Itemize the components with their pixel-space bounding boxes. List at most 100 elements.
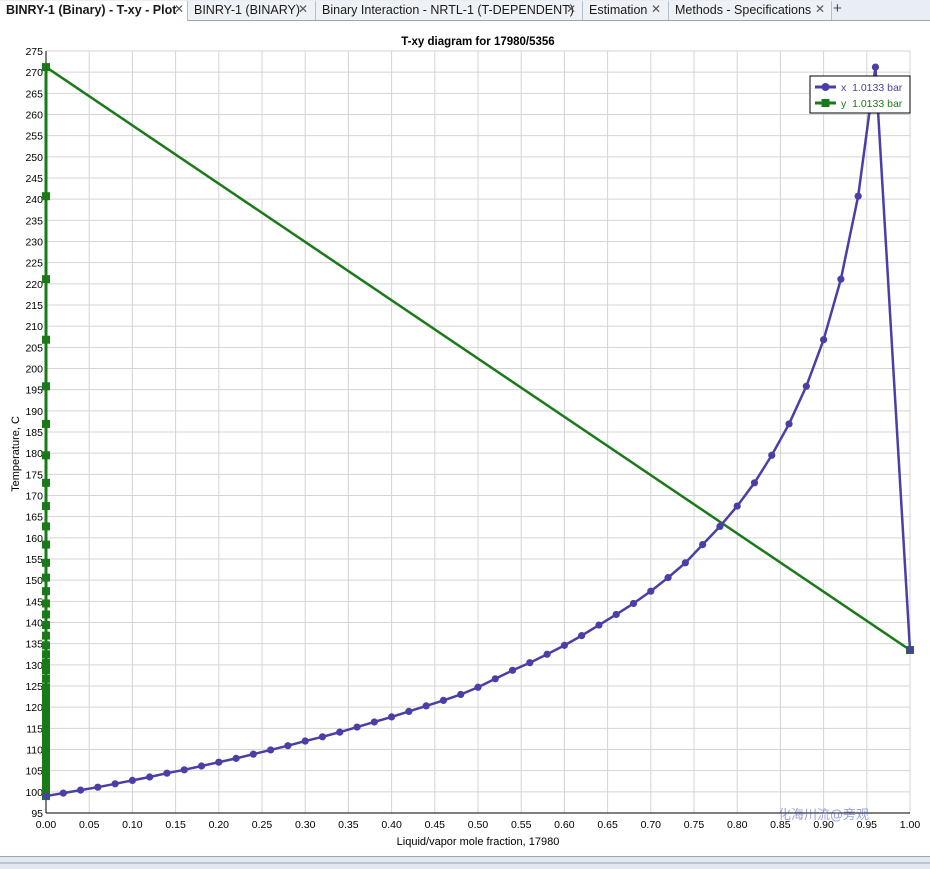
close-icon[interactable]: ✕ [815,2,826,16]
y-tick-label: 105 [25,766,43,778]
x-tick-label: 0.40 [381,819,402,831]
close-icon[interactable]: ✕ [566,2,577,16]
series-y-marker [42,741,50,750]
plus-icon[interactable]: + [833,0,842,17]
chart-legend: x 1.0133 bar y 1.0133 bar [809,75,911,114]
series-x-marker [820,336,828,344]
tab-binary[interactable]: BINRY-1 (BINARY) ✕ [188,1,316,20]
series-x-marker [128,776,136,785]
series-y-marker [42,621,50,630]
series-x-marker [76,786,85,794]
series-x-marker [457,690,465,699]
y-tick-label: 180 [25,448,43,460]
x-tick-label: 0.45 [425,819,446,831]
y-tick-label: 230 [25,237,43,249]
series-x-marker [612,610,620,619]
y-tick-label: 210 [25,321,43,333]
series-y-marker [42,717,50,726]
series-y-marker [42,522,50,531]
series-x-marker [664,574,672,582]
y-tick-label: 95 [31,808,43,820]
series-y-marker [42,275,50,284]
x-tick-label: 0.90 [813,819,834,831]
series-y-marker [42,754,50,763]
y-tick-label: 115 [26,723,43,735]
x-tick-label: 0.25 [252,819,273,831]
series-x-marker [249,750,257,758]
series-markers [42,63,914,801]
series-y-marker [42,745,50,754]
series-x-marker [491,675,499,683]
series-y-marker [42,63,50,72]
series-y-marker [42,451,50,460]
series-x-marker [733,502,741,510]
series-x-marker [474,683,482,691]
y-tick-label: 155 [25,554,43,566]
tab-label: Methods - Specifications [675,3,812,17]
x-tick-label: 0.30 [295,819,316,831]
y-tick-label: 220 [25,279,43,291]
series-y-marker [42,728,50,737]
y-tick-label: 200 [25,364,43,376]
x-tick-label: 0.85 [770,819,791,831]
series-y-marker [42,696,50,705]
series-y-marker [42,666,50,675]
y-tick-label: 125 [25,681,43,693]
series-y-marker [42,587,50,596]
x-tick-label: 0.60 [554,819,575,831]
y-tick-label: 100 [25,787,43,799]
x-tick-label: 0.10 [122,819,143,831]
legend-label-y: y 1.0133 bar [841,98,903,110]
tab-methods-specifications[interactable]: Methods - Specifications ✕ [669,1,832,20]
series-x-marker [629,599,638,608]
series-x-marker [578,632,586,640]
tab-binary-interaction[interactable]: Binary Interaction - NRTL-1 (T-DEPENDENT… [316,1,583,20]
series-y-marker [42,641,50,650]
chart-frame: T-xy diagram for 17980/5356 Liquid/vapor… [0,21,930,856]
y-tick-label: 185 [25,427,43,439]
y-tick-labels: 95 100 105 110 115 120 125 130 135 140 145 150 155 16… [25,46,43,820]
close-icon[interactable]: ✕ [651,2,662,16]
series-y-marker [42,478,50,487]
series-y-marker [42,335,50,344]
tab-txy-plot[interactable]: BINRY-1 (Binary) - T-xy - Plot ✕ [0,1,188,21]
close-icon[interactable]: ✕ [298,2,309,16]
bottom-scrollbar[interactable] [0,856,930,869]
series-x-marker [59,789,67,797]
tab-label: Binary Interaction - NRTL-1 (T-DEPENDENT… [322,3,574,17]
x-tick-label: 0.75 [684,819,705,831]
x-tick-label: 0.95 [857,819,878,831]
series-x-marker [854,192,862,200]
chart-title: T-xy diagram for 17980/5356 [401,36,554,48]
y-axis-label: Temperature, C [10,416,22,492]
y-tick-label: 140 [25,618,43,630]
series-x-marker [802,382,810,390]
series-x-marker [560,641,569,649]
series-x-marker [94,783,102,791]
x-tick-label: 0.20 [209,819,230,831]
series-x-marker [681,559,689,567]
y-tick-label: 190 [25,406,43,418]
x-tick-label: 0.00 [36,819,57,831]
series-y-marker [42,502,50,511]
series-x-marker [871,63,880,71]
x-tick-label: 0.05 [79,819,100,831]
series-x-marker [180,766,188,774]
series-y-marker [42,631,50,640]
series-x-marker [699,541,707,549]
y-tick-label: 255 [25,131,43,143]
y-tick-label: 260 [25,110,43,122]
series-y-marker [42,750,50,759]
series-x-marker [716,522,724,531]
x-axis-label: Liquid/vapor mole fraction, 17980 [397,836,560,848]
series-x-marker [284,742,292,750]
series-x-marker [215,758,223,766]
tab-estimation[interactable]: Estimation ✕ [583,1,669,20]
txy-chart[interactable]: T-xy diagram for 17980/5356 Liquid/vapor… [0,21,930,856]
series-y-marker [42,382,50,391]
series-y-marker [42,690,50,699]
series-x-marker [785,420,793,428]
legend-marker-x [821,83,830,91]
close-icon[interactable]: ✕ [174,2,185,16]
series-x-marker [768,451,776,459]
